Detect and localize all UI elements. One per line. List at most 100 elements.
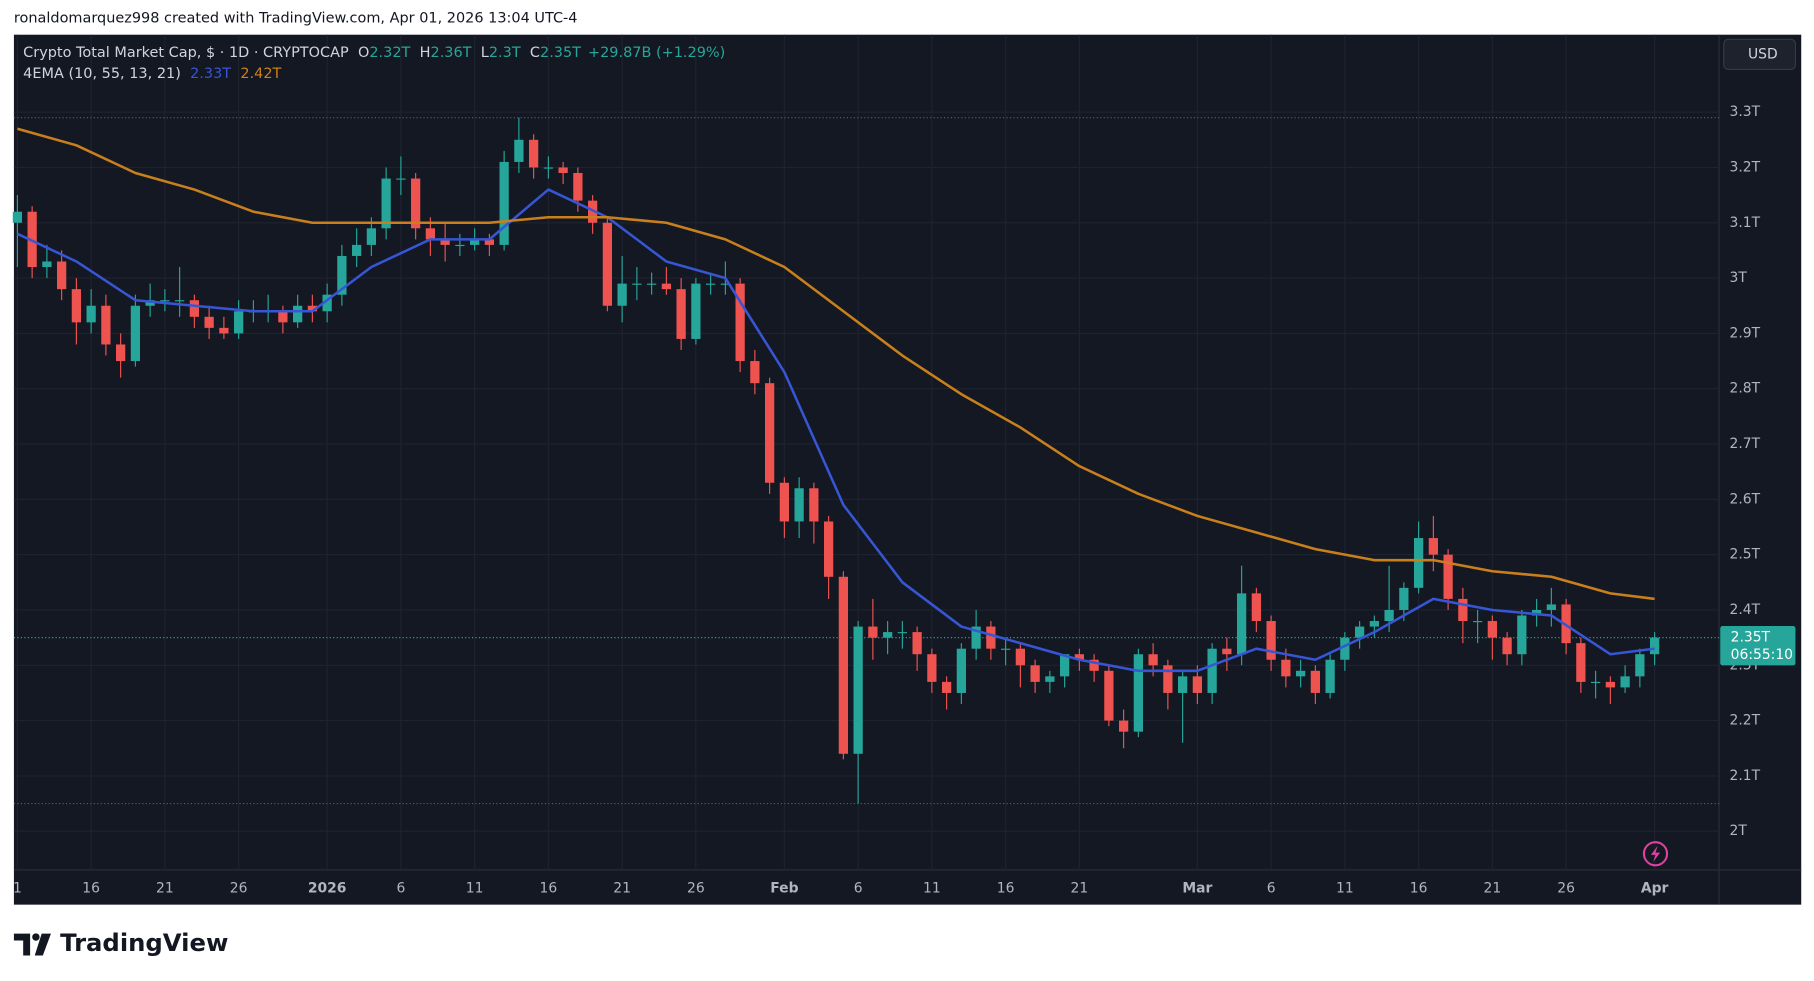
candle-body (175, 300, 185, 302)
ohlc-value: 2.32T (369, 45, 410, 61)
candle-body (1118, 720, 1129, 732)
x-tick-label: 16 (1410, 880, 1428, 896)
symbol-title: Crypto Total Market Cap, $ · 1D · CRYPTO… (23, 45, 349, 61)
candle-body (838, 576, 849, 754)
candle-body (1222, 648, 1232, 655)
candle-body (1517, 615, 1527, 655)
candle-body (794, 488, 804, 522)
x-tick-label: 6 (1267, 880, 1276, 896)
candle-body (234, 311, 244, 334)
grid (13, 34, 1720, 870)
candle-body (632, 283, 642, 285)
candle-body (602, 222, 613, 306)
candle-body (1590, 681, 1601, 684)
chart-panel (13, 34, 1802, 905)
candle-body (440, 239, 450, 245)
candle-body (293, 305, 303, 323)
candle-body (720, 283, 731, 285)
symbol-legend: Crypto Total Market Cap, $ · 1D · CRYPTO… (23, 45, 725, 61)
candle-body (691, 283, 701, 339)
candle-body (366, 228, 377, 245)
y-tick-label: 2.7T (1730, 436, 1761, 452)
candle-body (705, 283, 716, 285)
candle-body (499, 161, 509, 245)
countdown: 06:55:10 (1731, 647, 1793, 663)
candle-body (1428, 538, 1438, 555)
candle-body (1472, 621, 1483, 623)
x-tick-label: 11 (923, 880, 941, 896)
candle-body (1369, 621, 1379, 627)
candle-body (1030, 665, 1040, 682)
x-tick-label: 11 (1336, 880, 1354, 896)
alert-icon[interactable] (1642, 841, 1669, 867)
brand-name: TradingView (60, 928, 228, 957)
y-tick-label: 2T (1730, 823, 1748, 839)
candle-body (1310, 670, 1320, 693)
last-price-label: 2.35T (1731, 630, 1771, 646)
ohlc-value: 2.35T (540, 45, 581, 61)
candle-body (470, 239, 480, 245)
y-tick-label: 3T (1730, 270, 1748, 286)
y-tick-label: 3.1T (1730, 215, 1761, 231)
y-tick-label: 2.8T (1730, 381, 1761, 397)
currency-button[interactable] (1723, 38, 1797, 70)
candle-body (160, 300, 170, 302)
candle-body (1487, 621, 1497, 638)
x-tick-label: 26 (230, 880, 248, 896)
candle-body (809, 488, 819, 522)
candle-body (868, 626, 878, 638)
candle-body (529, 139, 539, 168)
candle-body (764, 383, 775, 483)
candle-body (1354, 626, 1365, 638)
candle-body (941, 681, 952, 693)
alert-bolt[interactable] (1650, 845, 1661, 862)
candle-body (425, 228, 436, 240)
currency-label[interactable]: USD (1748, 46, 1778, 62)
candle-body (1045, 676, 1055, 682)
candle-body (823, 521, 834, 577)
plot (12, 117, 1660, 804)
alert-circle[interactable] (1642, 841, 1669, 867)
y-tick-label: 2.5T (1730, 547, 1761, 563)
x-tick-label: 2026 (308, 880, 347, 896)
candle-body (573, 172, 583, 201)
change-value: +29.87B (+1.29%) (588, 45, 725, 61)
candle-body (1207, 648, 1217, 693)
candle-body (1089, 659, 1099, 671)
ohlc-value: 2.3T (489, 45, 521, 61)
x-tick-label: Feb (770, 880, 798, 896)
ohlc-key: H (420, 45, 431, 61)
candle-body (307, 305, 318, 312)
candle-body (647, 283, 657, 285)
candle-body (396, 178, 406, 180)
candle-body (352, 244, 362, 256)
candle-body (617, 283, 627, 306)
candle-body (1399, 587, 1409, 610)
candle-body (971, 626, 981, 649)
y-tick-label: 3.2T (1730, 159, 1761, 175)
y-tick-label: 2.4T (1730, 602, 1761, 618)
ema-line (16, 188, 1655, 673)
x-tick-label: 11 (466, 880, 484, 896)
x-tick-label: 1 (13, 880, 22, 896)
candle-body (661, 283, 672, 290)
candle-body (853, 626, 863, 754)
candle-body (897, 632, 907, 634)
attribution: ronaldomarquez998 created with TradingVi… (14, 11, 578, 27)
x-tick-label: 16 (540, 880, 558, 896)
candle-body (219, 327, 229, 334)
candle-body (322, 294, 332, 312)
candle-body (1074, 654, 1084, 660)
candle-body (1163, 665, 1173, 693)
candle-body (779, 482, 790, 522)
candle-body (1177, 676, 1188, 693)
ema-line (17, 127, 1655, 601)
candle-body (1502, 637, 1512, 655)
candle-body (411, 178, 421, 229)
candle-body (1281, 659, 1291, 677)
x-tick-label: 26 (687, 880, 705, 896)
candle-body (204, 316, 214, 328)
candle-body (543, 167, 554, 169)
